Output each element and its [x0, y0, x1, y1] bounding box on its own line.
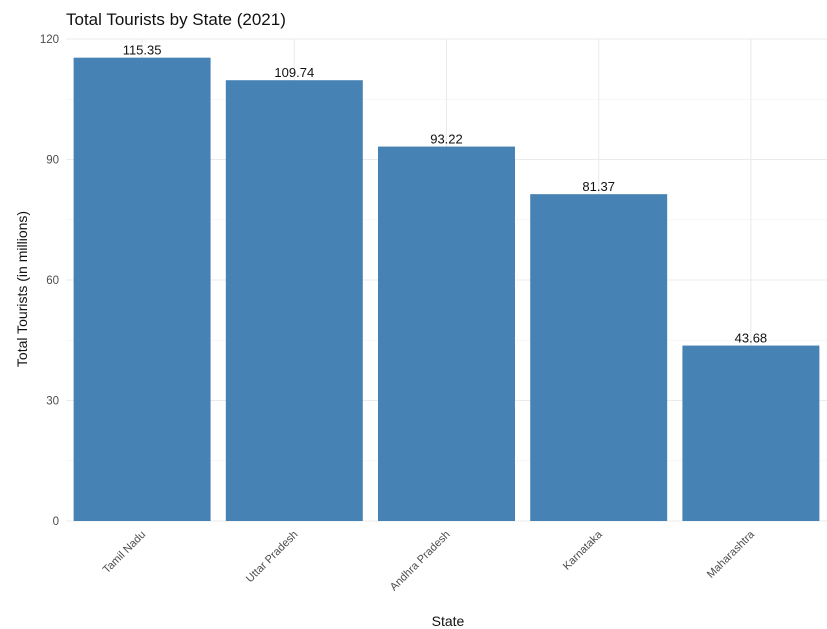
- y-tick-label: 0: [53, 516, 59, 528]
- x-tick-label: Uttar Pradesh: [244, 529, 300, 585]
- chart-title: Total Tourists by State (2021): [66, 10, 286, 29]
- y-axis-label: Total Tourists (in millions): [14, 211, 30, 367]
- bar: [530, 194, 668, 522]
- x-tick-label: Maharashtra: [705, 528, 758, 581]
- x-tick-label: Karnataka: [561, 528, 606, 573]
- bar: [682, 345, 820, 521]
- bar: [225, 80, 363, 521]
- y-tick-label: 90: [46, 155, 59, 167]
- bar: [378, 146, 515, 521]
- x-axis-label: State: [432, 613, 465, 629]
- x-tick-label: Andhra Pradesh: [388, 529, 453, 594]
- x-axis-ticks: Tamil Nadu Uttar Pradesh Andhra Pradesh Kar…: [101, 528, 758, 593]
- bar: [73, 57, 211, 522]
- bar-value-label: 93.22: [430, 132, 463, 147]
- bar-value-label: 115.35: [123, 43, 162, 58]
- x-tick-label: Tamil Nadu: [101, 529, 148, 576]
- bars: [73, 57, 820, 522]
- bar-value-label: 81.37: [582, 179, 615, 194]
- y-axis-ticks: 0 30 60 90 120: [40, 34, 59, 528]
- y-tick-label: 30: [46, 396, 59, 408]
- bar-value-label: 109.74: [274, 65, 314, 80]
- y-tick-label: 60: [46, 275, 59, 287]
- data-labels: 115.35 109.74 93.22 81.37 43.68: [123, 43, 767, 346]
- bar-value-label: 43.68: [735, 331, 768, 346]
- y-tick-label: 120: [40, 34, 59, 46]
